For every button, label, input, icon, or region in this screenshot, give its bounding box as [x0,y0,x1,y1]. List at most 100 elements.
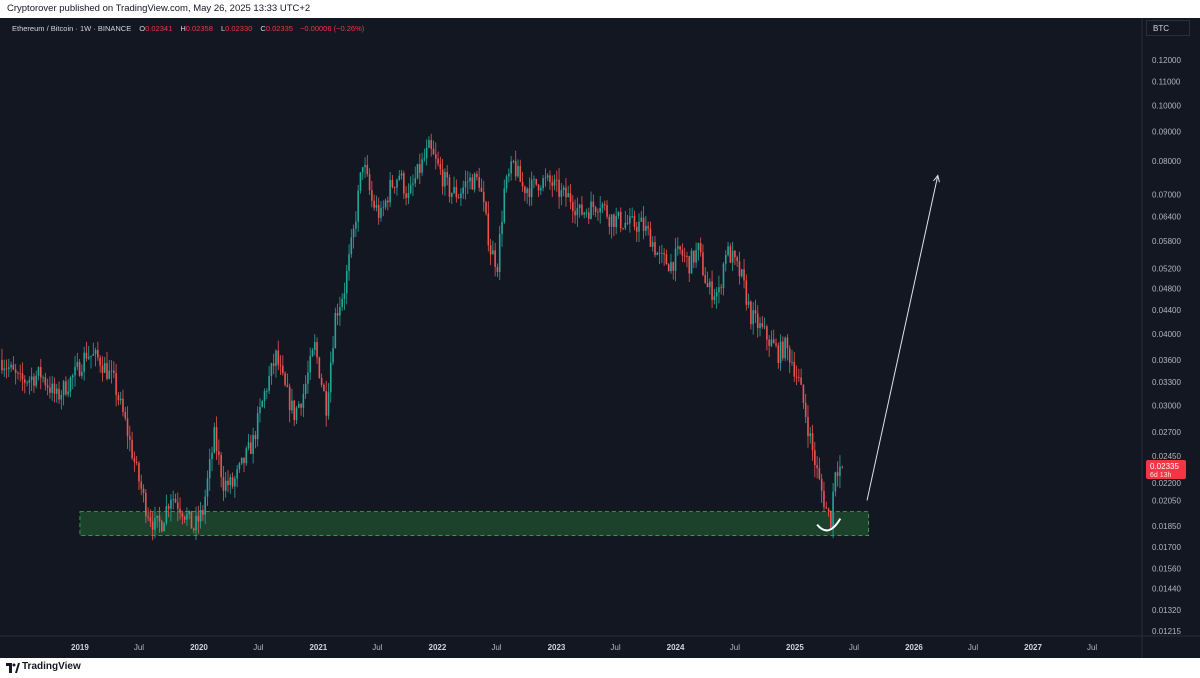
chart-pane[interactable] [0,18,1200,658]
candle-body [498,234,501,273]
tradingview-logo-icon [6,663,20,673]
candle-body [439,163,442,170]
candle-body [85,352,88,359]
candle-body [624,222,627,229]
candle-body [734,250,736,258]
candle-body [270,363,273,377]
candle-body [740,269,743,277]
candle-body [798,377,800,378]
y-tick-label: 0.04400 [1152,306,1181,315]
candle-body [629,216,631,224]
candle-body [711,281,713,300]
candle-body [708,281,711,288]
candle-body [67,391,69,395]
candle-body [291,400,293,411]
candle-body [430,140,433,149]
currency-button[interactable]: BTC [1146,20,1190,36]
candle-body [793,361,796,377]
candle-body [229,477,232,486]
candle-body [423,158,426,160]
candle-body [407,192,410,198]
candle-body [832,491,834,528]
candle-body [398,175,401,180]
x-tick-label: Jul [1087,643,1097,652]
candle-body [713,296,716,300]
footer-bar: TradingView [0,658,1200,678]
candle-body [99,357,101,366]
x-tick-label: 2019 [71,643,89,652]
candle-body [727,246,729,256]
candle-body [519,166,522,182]
candle-body [55,388,58,394]
candle-body [738,261,741,277]
candle-body [69,377,72,392]
candle-body [494,250,496,267]
price-chart[interactable]: 0.135000.120000.110000.100000.090000.080… [0,18,1200,658]
candle-body [642,217,645,231]
candle-body [441,169,444,187]
candle-body [576,208,579,216]
candle-body [761,323,764,327]
candle-body [131,439,133,459]
candle-body [97,349,99,358]
candle-body [19,372,22,374]
candle-body [558,179,560,197]
candle-body [37,367,40,376]
candle-body [218,451,220,455]
candle-body [355,221,357,229]
price-tag-countdown: 6d 13h [1150,472,1172,479]
candle-body [361,167,364,173]
candle-body [261,400,264,408]
candle-body [160,521,163,532]
candle-body [788,348,791,363]
candle-body [396,179,398,188]
candle-body [667,264,670,272]
candle-body [766,326,768,340]
candle-body [190,511,193,529]
candle-body [403,173,405,194]
candle-body [526,188,528,194]
candle-body [450,193,453,197]
candle-body [135,461,138,464]
candle-body [101,365,104,373]
candle-body [492,250,494,255]
candle-body [389,179,391,203]
candle-body [428,140,430,148]
candle-body [597,211,599,213]
candle-body [681,249,684,256]
candle-body [626,222,629,224]
candle-body [83,352,85,372]
candle-body [672,262,675,271]
candle-body [250,442,252,454]
candle-body [352,228,355,238]
candle-body [823,490,825,508]
candle-body [724,255,727,264]
candle-body [320,377,323,385]
candle-body [752,310,754,325]
candle-body [489,245,492,255]
candle-body [140,481,143,489]
candle-body [830,510,832,528]
candle-body [405,193,407,198]
candle-body [718,287,720,293]
y-tick-label: 0.09000 [1152,128,1181,137]
candle-body [208,458,211,479]
candle-body [5,368,8,370]
candle-body [697,243,700,250]
candle-body [759,323,761,329]
candle-body [176,502,179,509]
candle-body [231,477,234,487]
candle-body [603,204,606,206]
candle-body [295,407,298,421]
candle-body [747,301,750,305]
candle-body [252,435,254,454]
y-tick-label: 0.02050 [1152,496,1181,505]
candle-body [42,377,44,379]
x-tick-label: Jul [134,643,144,652]
candle-body [199,509,202,522]
candle-body [412,183,414,185]
candle-body [192,528,195,531]
candle-body [549,175,551,183]
candle-body [594,207,597,212]
candle-body [51,383,53,393]
